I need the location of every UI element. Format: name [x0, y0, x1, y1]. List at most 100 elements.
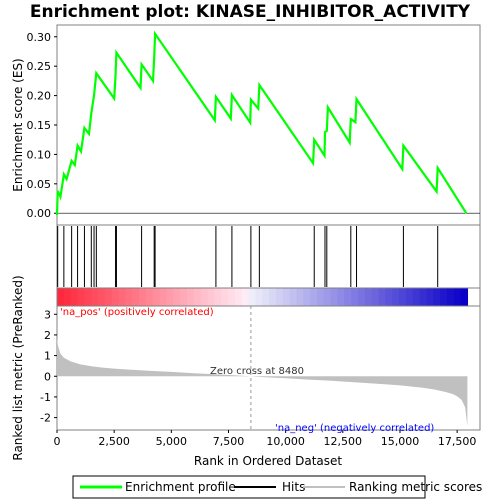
rank-color-segment — [364, 288, 373, 306]
rank-color-segment — [344, 288, 352, 306]
rank-color-segment — [152, 288, 161, 306]
rank-color-segment — [426, 288, 434, 306]
rank-color-segment — [91, 288, 99, 306]
rank-color-segment — [70, 288, 79, 306]
rank-color-segment — [392, 288, 400, 306]
rank-color-segment — [221, 288, 229, 306]
rank-color-segment — [412, 288, 421, 306]
rank-color-segment — [357, 288, 366, 306]
legend-enrichment-label: Enrichment profile — [125, 480, 236, 494]
rank-color-segment — [77, 288, 85, 306]
metric-ytick-label: 1 — [44, 350, 51, 363]
rank-color-segment — [255, 288, 263, 306]
metric-ytick-label: 2 — [44, 329, 51, 342]
ranking-metric-area — [57, 338, 468, 426]
rank-color-segment — [173, 288, 181, 306]
es-plot-frame — [56, 24, 481, 226]
rank-color-segment — [207, 288, 215, 306]
rank-color-segment — [289, 288, 298, 306]
metric-ytick-label: 3 — [44, 308, 51, 321]
zero-cross-label: Zero cross at 8480 — [210, 366, 304, 377]
rank-color-segment — [84, 288, 92, 306]
rank-color-segment — [57, 288, 65, 306]
es-ylabel: Enrichment score (ES) — [11, 58, 25, 191]
rank-color-segment — [193, 288, 202, 306]
enrichment-score-panel: 0.00 0.05 0.10 0.15 0.20 0.25 0.30 Enrichment s… — [11, 24, 481, 226]
rank-color-segment — [145, 288, 154, 306]
es-ytick-label: 0.15 — [27, 119, 52, 132]
enrichment-profile-line — [55, 30, 468, 216]
rank-color-segment — [214, 288, 222, 306]
metric-xtick-label: 5,000 — [156, 435, 188, 448]
metric-ytick-label: -2 — [40, 412, 51, 425]
metric-ytick-label: 0 — [44, 370, 51, 383]
rank-color-segment — [186, 288, 195, 306]
rank-color-segment — [262, 288, 270, 306]
metric-ytick-label: -1 — [40, 391, 51, 404]
rank-color-segment — [166, 288, 174, 306]
rank-color-segment — [228, 288, 236, 306]
legend-ranking-label: Ranking metric scores — [349, 480, 482, 494]
rank-color-segment — [446, 288, 455, 306]
rank-color-segment — [180, 288, 188, 306]
metric-xtick-label: 12,500 — [324, 435, 363, 448]
metric-xtick-label: 17,500 — [438, 435, 477, 448]
metric-xtick-label: 2,500 — [98, 435, 130, 448]
rank-color-segment — [282, 288, 291, 306]
es-ytick-label: 0.20 — [27, 90, 52, 103]
rank-color-segment — [419, 288, 427, 306]
rank-color-segment — [337, 288, 345, 306]
rank-color-segment — [125, 288, 133, 306]
es-ytick-label: 0.30 — [27, 31, 52, 44]
rank-color-segment — [316, 288, 325, 306]
rank-color-segment — [371, 288, 380, 306]
rank-color-segment — [330, 288, 339, 306]
rank-color-segment — [460, 288, 469, 306]
rank-color-segment — [241, 288, 250, 306]
rank-color-segment — [323, 288, 332, 306]
rank-color-segment — [132, 288, 140, 306]
legend-hits-label: Hits — [282, 480, 305, 494]
metric-xtick-label: 0 — [54, 435, 61, 448]
negative-correlation-label: 'na_neg' (negatively correlated) — [275, 423, 434, 434]
rank-color-segment — [310, 288, 318, 306]
rank-color-segment — [453, 288, 462, 306]
rank-color-segment — [63, 288, 72, 306]
metric-xlabel: Rank in Ordered Dataset — [194, 454, 342, 468]
rank-color-segment — [385, 288, 393, 306]
rank-color-segment — [275, 288, 284, 306]
rank-color-segment — [248, 288, 256, 306]
rank-color-segment — [139, 288, 147, 306]
metric-xtick-label: 10,000 — [266, 435, 305, 448]
rank-color-segment — [98, 288, 106, 306]
rank-color-segment — [159, 288, 168, 306]
rank-color-segment — [433, 288, 441, 306]
metric-xtick-label: 7,500 — [213, 435, 245, 448]
rank-color-segment — [269, 288, 277, 306]
metric-xtick-label: 15,000 — [381, 435, 420, 448]
es-ytick-label: 0.25 — [27, 60, 52, 73]
hit-bar-panel — [56, 224, 481, 307]
rank-color-segment — [296, 288, 304, 306]
chart-title: Enrichment plot: KINASE_INHIBITOR_ACTIVI… — [30, 2, 471, 22]
rank-color-segment — [303, 288, 311, 306]
metric-ylabel: Ranked list metric (PreRanked) — [11, 275, 25, 460]
rank-color-segment — [440, 288, 448, 306]
positive-correlation-label: 'na_pos' (positively correlated) — [60, 307, 214, 318]
rank-color-segment — [200, 288, 209, 306]
rank-color-segment — [399, 288, 407, 306]
rank-color-segment — [104, 288, 113, 306]
rank-color-segment — [234, 288, 243, 306]
es-ytick-label: 0.10 — [27, 148, 52, 161]
hits-frame — [56, 224, 481, 289]
rank-color-segment — [118, 288, 127, 306]
es-ytick-label: 0.05 — [27, 178, 52, 191]
rank-color-segment — [351, 288, 359, 306]
rank-color-segment — [111, 288, 120, 306]
rank-color-segment — [405, 288, 414, 306]
metric-plot-frame — [56, 305, 481, 431]
legend: Enrichment profile Hits Ranking metric s… — [72, 475, 482, 499]
